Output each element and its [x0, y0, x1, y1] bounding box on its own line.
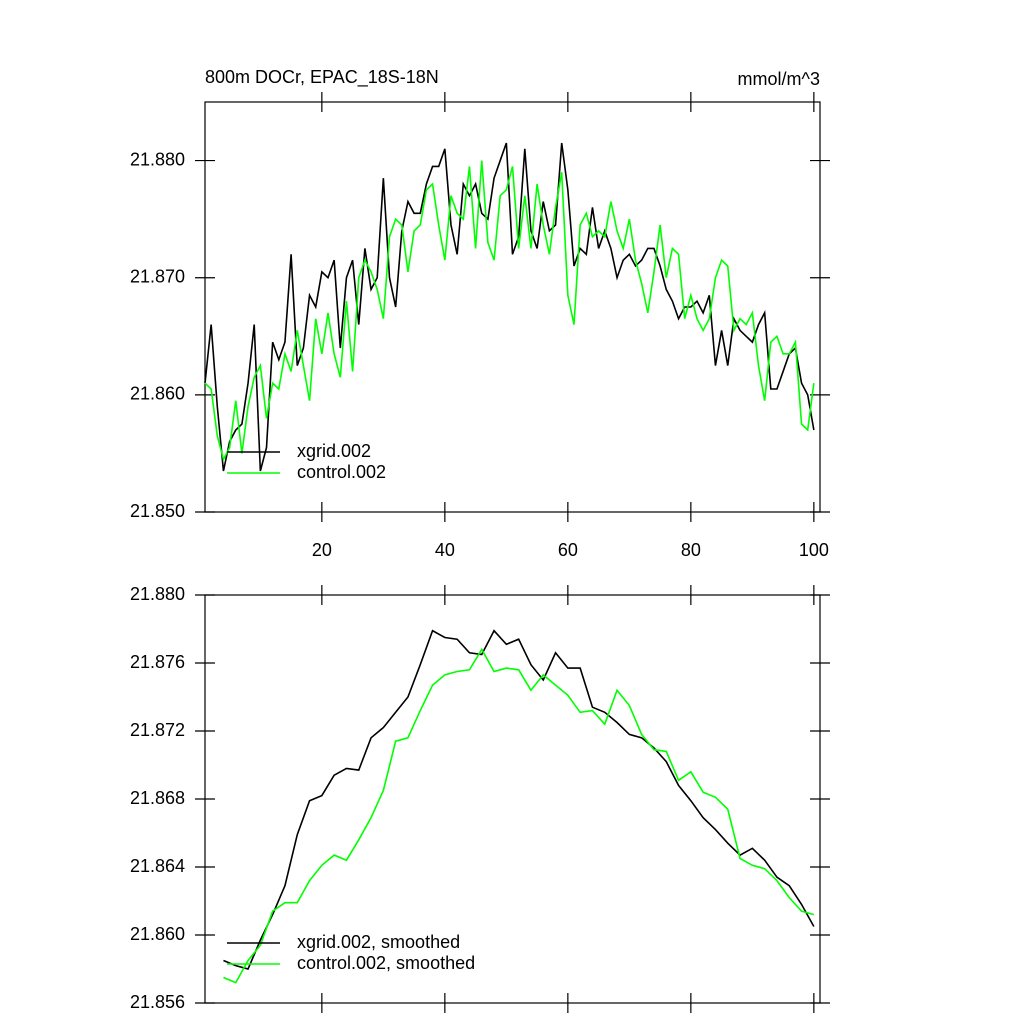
legend-label: xgrid.002 [297, 441, 371, 461]
plot-frame [204, 101, 821, 513]
y-tick-label: 21.876 [130, 652, 185, 672]
y-tick-label: 21.870 [130, 266, 185, 286]
data-line [223, 647, 815, 984]
y-tick-label: 21.856 [130, 992, 185, 1012]
y-tick-label: 21.864 [130, 856, 185, 876]
data-line [204, 160, 815, 462]
y-tick-label: 21.860 [130, 924, 185, 944]
y-tick-label: 21.880 [130, 584, 185, 604]
x-tick-label: 40 [435, 540, 455, 560]
data-line [204, 142, 815, 472]
chart-title: 800m DOCr, EPAC_18S-18N [205, 67, 439, 88]
x-tick-label: 20 [312, 540, 332, 560]
y-tick-label: 21.860 [130, 384, 185, 404]
x-tick-label: 60 [558, 540, 578, 560]
legend-label: control.002 [297, 462, 386, 482]
legend-label: xgrid.002, smoothed [297, 932, 460, 952]
data-line [223, 629, 815, 970]
x-tick-label: 100 [799, 540, 829, 560]
legend-label: control.002, smoothed [297, 953, 475, 973]
y-tick-label: 21.868 [130, 788, 185, 808]
y-tick-label: 21.872 [130, 720, 185, 740]
x-tick-label: 80 [681, 540, 701, 560]
units-label: mmol/m^3 [738, 69, 820, 89]
y-tick-label: 21.880 [130, 149, 185, 169]
y-tick-label: 21.850 [130, 501, 185, 521]
